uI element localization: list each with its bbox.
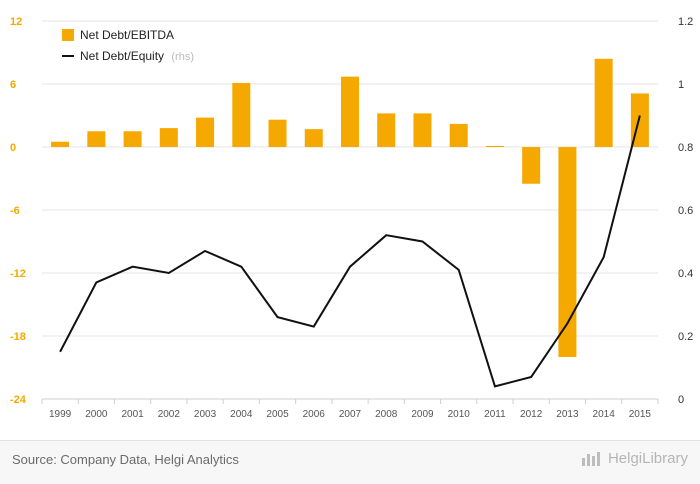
bar	[51, 142, 69, 147]
x-tick-label: 2014	[593, 409, 616, 420]
y-left-tick-label: -18	[10, 331, 26, 343]
legend-swatch-bar	[62, 29, 74, 41]
bar	[522, 147, 540, 184]
line-series	[60, 115, 640, 386]
x-tick-label: 2013	[556, 409, 579, 420]
y-left-tick-label: -12	[10, 268, 26, 280]
bar	[595, 59, 613, 147]
left-axis: 12 6 0 -6 -12 -18 -24	[10, 16, 27, 406]
x-tick-label: 2004	[230, 409, 253, 420]
helgi-library-logo: HelgiLibrary	[582, 450, 688, 467]
bar	[124, 131, 142, 147]
x-tick-label: 1999	[49, 409, 72, 420]
bar	[87, 131, 105, 147]
legend-label-line-name: Net Debt/Equity	[80, 49, 164, 63]
y-right-tick-label: 0.8	[678, 142, 693, 154]
bar	[450, 124, 468, 147]
bar	[341, 77, 359, 147]
y-left-tick-label: -6	[10, 205, 20, 217]
y-left-tick-label: -24	[10, 394, 27, 406]
legend-label-line: Net Debt/Equity (rhs)	[80, 49, 194, 63]
footer: Source: Company Data, Helgi Analytics He…	[0, 440, 700, 484]
bar	[377, 113, 395, 147]
bar	[269, 120, 287, 147]
y-right-tick-label: 1	[678, 79, 684, 91]
x-axis: 1999 2000 2001 2002 2003 2004 2005 2006 2007 2008…	[42, 399, 658, 420]
right-axis: 1.2 1 0.8 0.6 0.4 0.2 0	[678, 16, 693, 406]
x-tick-label: 2000	[85, 409, 108, 420]
library-icon	[582, 452, 602, 466]
source-text: Source: Company Data, Helgi Analytics	[12, 452, 239, 467]
y-left-tick-label: 6	[10, 79, 16, 91]
x-tick-label: 2006	[303, 409, 326, 420]
y-left-tick-label: 0	[10, 142, 16, 154]
bar	[558, 147, 576, 357]
logo-text: HelgiLibrary	[608, 450, 688, 467]
bar	[232, 83, 250, 147]
y-right-tick-label: 0.6	[678, 205, 693, 217]
bar-series	[51, 59, 649, 357]
bar	[305, 129, 323, 147]
x-tick-label: 2001	[121, 409, 144, 420]
line-path	[60, 116, 640, 387]
y-right-tick-label: 0	[678, 394, 684, 406]
x-tick-label: 2002	[158, 409, 181, 420]
y-right-tick-label: 1.2	[678, 16, 693, 28]
y-left-tick-label: 12	[10, 16, 22, 28]
legend: Net Debt/EBITDA Net Debt/Equity (rhs)	[62, 28, 194, 63]
x-tick-label: 2010	[448, 409, 471, 420]
chart: 12 6 0 -6 -12 -18 -24 1.2 1 0.8 0.6 0.4 0.2 0 1999 20…	[0, 0, 700, 440]
legend-rhs-note: (rhs)	[171, 51, 194, 63]
x-tick-label: 2011	[484, 409, 506, 420]
x-tick-label: 2012	[520, 409, 543, 420]
bar	[160, 128, 178, 147]
x-tick-label: 2003	[194, 409, 217, 420]
y-right-tick-label: 0.4	[678, 268, 693, 280]
x-tick-label: 2015	[629, 409, 652, 420]
bar	[486, 146, 504, 147]
bar	[196, 118, 214, 147]
x-tick-label: 2009	[411, 409, 434, 420]
x-tick-label: 2008	[375, 409, 398, 420]
bar	[413, 113, 431, 147]
y-right-tick-label: 0.2	[678, 331, 693, 343]
legend-label-bar: Net Debt/EBITDA	[80, 28, 174, 42]
x-tick-label: 2005	[266, 409, 289, 420]
x-tick-label: 2007	[339, 409, 362, 420]
